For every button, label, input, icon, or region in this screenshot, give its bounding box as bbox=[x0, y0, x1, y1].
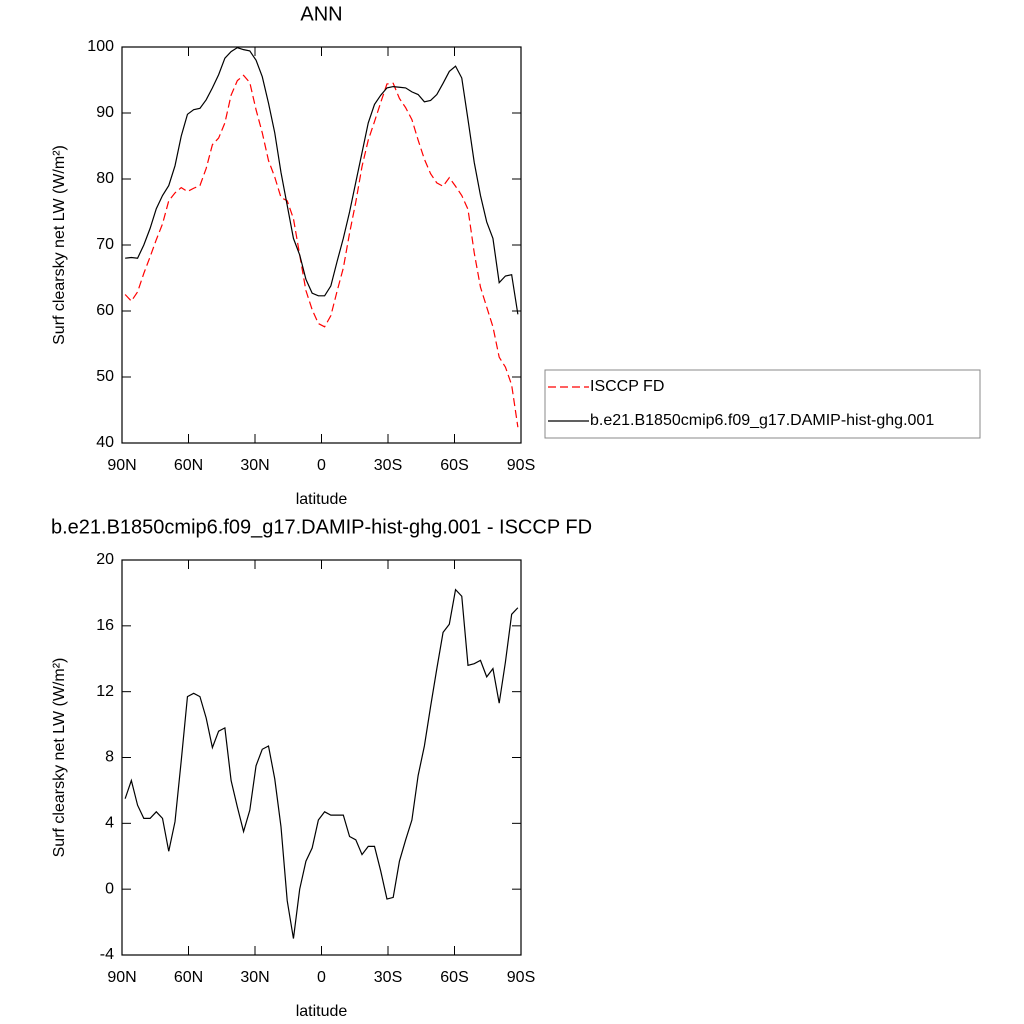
x-tick-label: 30S bbox=[374, 457, 402, 474]
data-line bbox=[125, 47, 519, 315]
y-tick-label: 90 bbox=[96, 104, 114, 121]
x-tick-label: 90S bbox=[507, 457, 535, 474]
y-tick-label: 50 bbox=[96, 368, 114, 385]
y-tick-label: 60 bbox=[96, 302, 114, 319]
x-axis-label: latitude bbox=[296, 491, 348, 508]
x-tick-label: 90S bbox=[507, 969, 535, 986]
y-tick-label: 4 bbox=[105, 815, 114, 832]
plot-frame bbox=[121, 559, 522, 956]
y-tick-label: 12 bbox=[96, 683, 114, 700]
y-tick-label: -4 bbox=[100, 946, 114, 963]
plot-frame bbox=[121, 46, 522, 444]
data-line bbox=[124, 74, 519, 428]
chart-title: ANN bbox=[300, 3, 342, 25]
y-tick-label: 8 bbox=[105, 749, 114, 766]
y-tick-label: 100 bbox=[87, 38, 114, 55]
x-tick-label: 30S bbox=[374, 969, 402, 986]
y-tick-label: 0 bbox=[105, 880, 114, 897]
y-tick-label: 40 bbox=[96, 434, 114, 451]
legend-box bbox=[544, 369, 981, 439]
chart-title: b.e21.B1850cmip6.f09_g17.DAMIP-hist-ghg.… bbox=[51, 516, 592, 538]
y-tick-label: 20 bbox=[96, 551, 114, 568]
x-axis-label: latitude bbox=[296, 1003, 348, 1020]
x-tick-label: 30N bbox=[240, 457, 269, 474]
data-line bbox=[124, 588, 519, 939]
x-tick-label: 60N bbox=[174, 969, 203, 986]
legend-label: b.e21.B1850cmip6.f09_g17.DAMIP-hist-ghg.… bbox=[590, 412, 934, 429]
x-tick-label: 60S bbox=[440, 457, 468, 474]
x-tick-label: 90N bbox=[107, 457, 136, 474]
x-tick-label: 0 bbox=[317, 457, 326, 474]
y-axis-label: Surf clearsky net LW (W/m²) bbox=[51, 658, 68, 858]
x-tick-label: 30N bbox=[240, 969, 269, 986]
y-axis-label: Surf clearsky net LW (W/m²) bbox=[51, 145, 68, 345]
x-tick-label: 60S bbox=[440, 969, 468, 986]
y-tick-label: 80 bbox=[96, 170, 114, 187]
legend-label: ISCCP FD bbox=[590, 378, 664, 395]
x-tick-label: 60N bbox=[174, 457, 203, 474]
x-tick-label: 0 bbox=[317, 969, 326, 986]
x-tick-label: 90N bbox=[107, 969, 136, 986]
y-tick-label: 70 bbox=[96, 236, 114, 253]
y-tick-label: 16 bbox=[96, 617, 114, 634]
